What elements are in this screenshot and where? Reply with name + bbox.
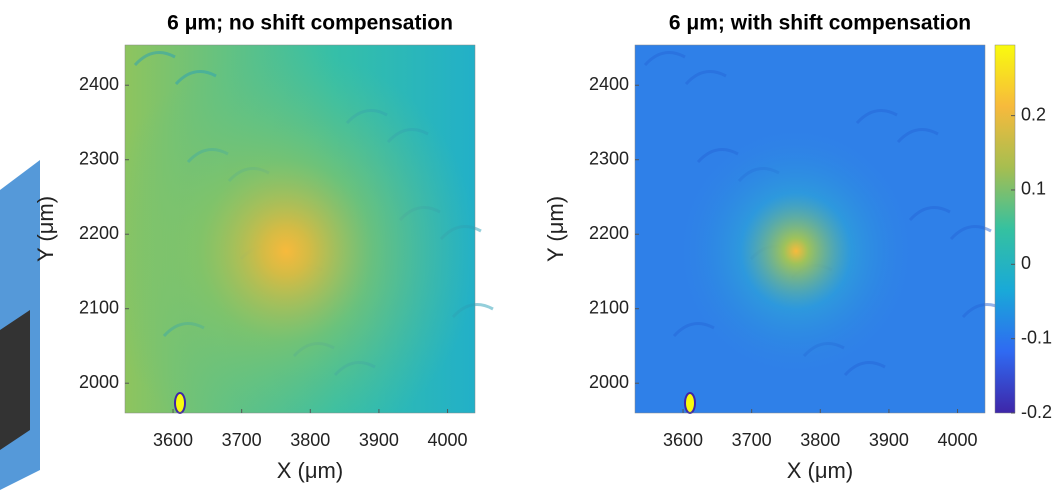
colorbar-tick-label: 0.2 [1021, 104, 1046, 124]
x-tick-label: 3700 [222, 430, 262, 450]
y-tick-label: 2200 [589, 223, 629, 243]
x-tick-label: 3900 [869, 430, 909, 450]
x-tick-label: 3700 [732, 430, 772, 450]
y-tick-label: 2000 [79, 372, 119, 392]
y-tick-label: 2100 [589, 297, 629, 317]
colorbar-tick-label: 0 [1021, 253, 1031, 273]
panel: 3600 3700 3800 3900 4000 2000 2100 2200 2300 2400… [33, 12, 494, 483]
x-axis-label: X (μm) [787, 458, 853, 483]
y-tick-label: 2100 [79, 297, 119, 317]
y-tick-label: 2300 [79, 148, 119, 168]
x-tick-label: 4000 [938, 430, 978, 450]
x-tick-label: 3800 [290, 430, 330, 450]
x-tick-label: 3800 [800, 430, 840, 450]
x-axis-label: X (μm) [277, 458, 343, 483]
panel: 3600 3700 3800 3900 4000 2000 2100 2200 2300 2400… [543, 12, 1052, 483]
plot-frame [124, 44, 476, 414]
x-tick-label: 3900 [359, 430, 399, 450]
defect [174, 392, 186, 414]
colorbar-tick-label: -0.2 [1021, 402, 1052, 422]
hotspot [635, 45, 985, 413]
y-tick-label: 2400 [589, 74, 629, 94]
y-axis-label: Y (μm) [33, 196, 58, 262]
x-tick-label: 3600 [663, 430, 703, 450]
y-tick-label: 2300 [589, 148, 629, 168]
y-tick-label: 2200 [79, 223, 119, 243]
x-tick-label: 3600 [153, 430, 193, 450]
background-decoration [0, 310, 30, 450]
x-tick-label: 4000 [428, 430, 468, 450]
y-tick-label: 2000 [589, 372, 629, 392]
hotspot [125, 45, 475, 413]
y-axis-label: Y (μm) [543, 196, 568, 262]
chart-title: 6 μm; with shift compensation [669, 12, 971, 35]
chart-title: 6 μm; no shift compensation [167, 12, 453, 35]
colorbar-tick-label: -0.1 [1021, 327, 1052, 347]
y-tick-label: 2400 [79, 74, 119, 94]
defect [684, 392, 696, 414]
colorbar-tick-label: 0.1 [1021, 179, 1046, 199]
colorbar [994, 44, 1016, 414]
plot-frame [634, 44, 986, 414]
